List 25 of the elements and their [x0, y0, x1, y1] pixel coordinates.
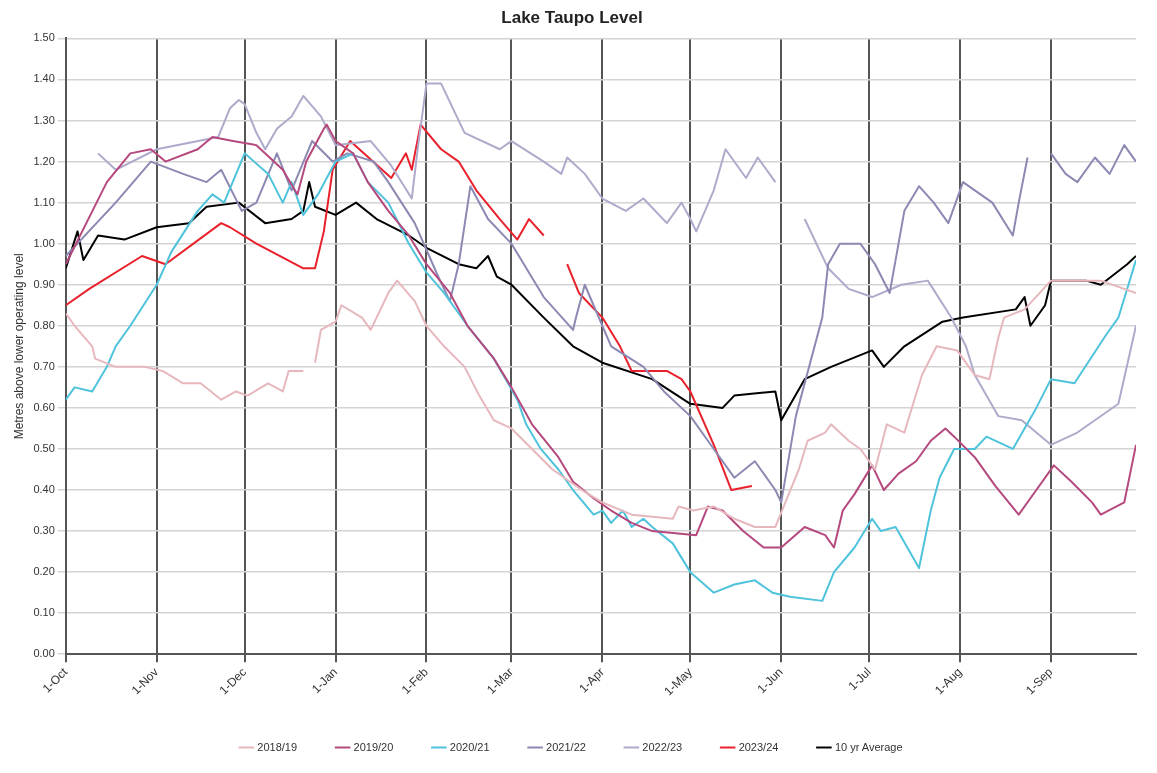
legend-label: 2022/23 [642, 740, 683, 753]
legend-label: 2019/20 [353, 740, 394, 753]
y-tick-label: 1.50 [33, 31, 55, 44]
y-tick-label: 0.70 [33, 359, 55, 372]
legend-label: 2020/21 [449, 740, 490, 753]
y-tick-label: 0.60 [33, 400, 55, 413]
legend-label: 2021/22 [546, 740, 586, 753]
legend-label: 2023/24 [738, 740, 779, 753]
legend-label: 10 yr Average [834, 740, 903, 753]
y-tick-label: 0.80 [33, 318, 55, 331]
y-tick-label: 1.20 [33, 154, 55, 167]
y-tick-label: 1.40 [33, 72, 55, 85]
legend-label: 2018/19 [257, 740, 298, 753]
y-tick-label: 0.40 [33, 483, 55, 496]
y-tick-label: 0.00 [33, 647, 55, 660]
chart-title: Lake Taupo Level [501, 7, 643, 27]
y-tick-label: 1.30 [33, 113, 55, 126]
y-tick-label: 0.50 [33, 441, 55, 454]
y-tick-label: 1.00 [33, 236, 55, 249]
y-tick-label: 0.10 [33, 606, 55, 619]
y-axis-title: Metres above lower operating level [11, 253, 26, 440]
y-tick-label: 0.30 [33, 524, 55, 537]
y-tick-label: 1.10 [33, 195, 55, 208]
y-tick-label: 0.20 [33, 565, 55, 578]
y-tick-label: 0.90 [33, 277, 55, 290]
